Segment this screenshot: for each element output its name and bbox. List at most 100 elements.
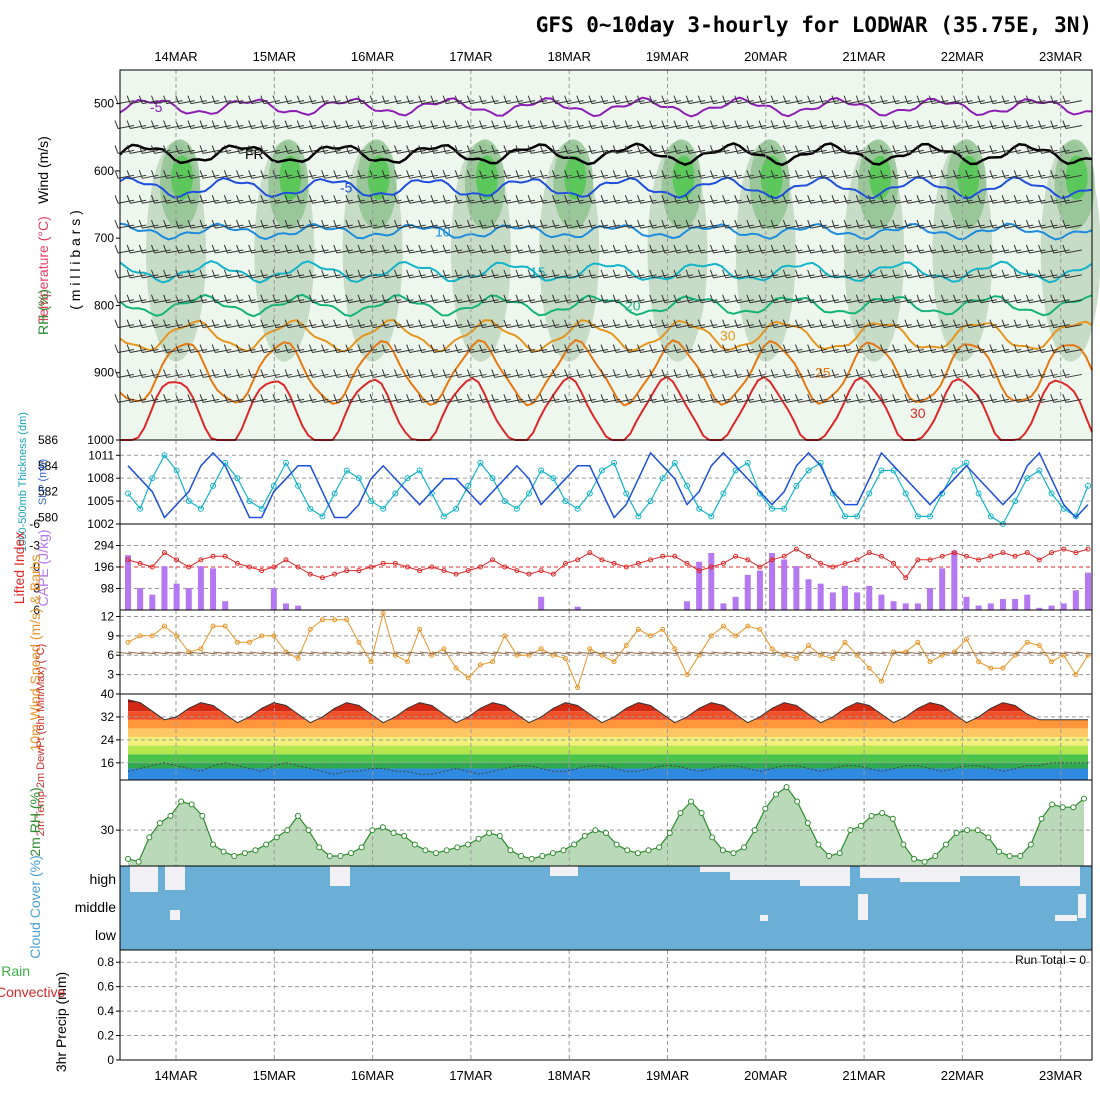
wind-barb [895,224,912,229]
cape-bar [185,588,192,610]
wind-barb [795,95,799,104]
wind-barb [676,174,694,179]
wind-barb [251,149,268,154]
wind-barb [163,244,168,254]
wind-barb [531,373,548,378]
wind-barb [977,195,982,204]
wind-barb [689,274,706,279]
wind-barb [944,249,961,254]
cape-bar [197,566,204,610]
wind-barb [552,145,556,154]
wind-barb [227,373,244,378]
wind-barb [567,324,584,329]
thickness-tick: 580 [38,511,58,525]
wind-barb [308,244,313,254]
wind-barb [211,294,216,303]
wind-barb [215,125,232,130]
wind-barb [527,145,532,154]
wind-barb [1025,219,1030,229]
wind-barb [652,224,669,229]
wind-barb [685,344,690,353]
wind-barb [1025,269,1030,279]
wind-barb [360,274,378,279]
wind-barb [746,145,751,154]
wind-barb [385,174,402,179]
cape-bar [866,585,873,610]
wind-barb [518,149,536,154]
wind-barb [591,398,609,403]
wind-barb [236,294,240,303]
wind-barb [968,249,985,254]
wind-barb [138,170,143,179]
wind-barb [397,299,414,304]
wind-barb [831,244,836,254]
wind-barb [588,120,593,129]
wind-barb [369,319,374,328]
wind-barb [807,170,812,179]
rh-point [603,830,609,837]
wind-barb [333,170,338,179]
wind-barb [360,373,378,378]
wind-barb [965,95,970,104]
wind-barb [661,369,666,378]
wind-barb [737,324,754,329]
wind-barb [506,149,523,154]
wind-barb [567,274,584,279]
rh-point [868,812,875,819]
wind-barb [296,344,301,353]
wind-barb [932,299,949,304]
wind-barb [397,324,414,329]
wind-barb [774,149,791,154]
wind-barb [333,294,338,303]
wind-barb [895,274,912,279]
wind-barb [360,224,378,229]
wind-barb [734,394,739,403]
wind-barb [539,170,544,179]
wind-barb [385,224,402,229]
wind-barb [239,224,256,229]
lifted-index-point [696,568,702,574]
wind-barb [126,219,131,229]
slp-point [1048,490,1055,497]
wind-barb [867,195,872,204]
wind-barb [786,149,803,154]
wind-barb [442,219,447,229]
wind-speed-point [793,655,799,661]
wind-barb [1004,274,1022,279]
wind-barb [701,324,718,329]
wind-barb [444,651,461,655]
wind-barb [211,170,216,179]
slp-point [1060,505,1067,512]
wind-barb [394,219,398,229]
wind-barb [713,398,730,403]
wind-barb [722,120,727,129]
wind-barb [163,269,168,279]
wind-barb [163,170,168,179]
wind-barb [1015,651,1032,655]
wind-barb [1053,174,1070,179]
wind-barb [758,294,763,303]
wind-barb [917,651,935,655]
lifted-index-point [708,564,714,570]
wind-barb [1041,174,1058,179]
y-tick-label: 900 [94,366,114,380]
wind-barb [591,299,609,304]
wind-barb [458,398,475,403]
wind-barb [138,294,143,303]
wind-barb [640,324,657,329]
wind-barb [834,224,852,229]
wind-barb [822,224,839,229]
wind-barb [640,199,657,204]
wind-barb [300,373,317,378]
wind-speed-point [611,659,617,665]
wind-barb [843,319,848,328]
thickness-tick: 584 [38,459,58,473]
wind-barb [624,219,629,229]
wind-barb [1017,174,1034,179]
wind-barb [831,145,836,154]
wind-barb [527,219,532,229]
wind-barb [701,174,718,179]
wind-barb [518,299,536,304]
wind-barb [968,324,985,329]
wind-barb [1029,125,1046,130]
